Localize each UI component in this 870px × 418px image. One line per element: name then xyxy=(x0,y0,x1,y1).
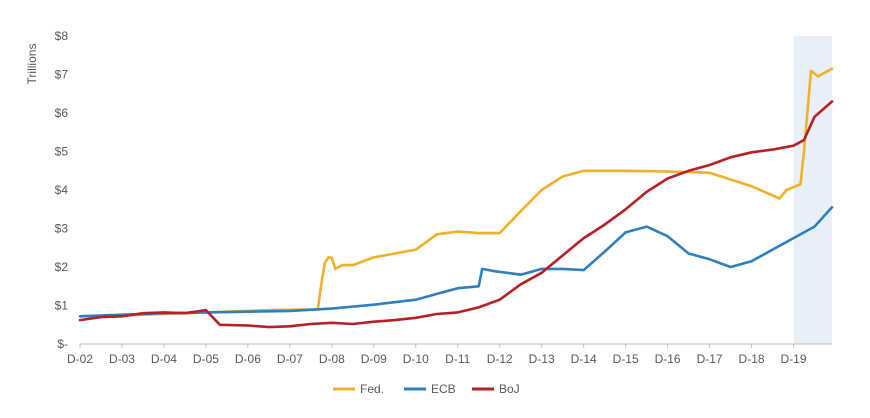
x-tick-label: D-07 xyxy=(277,352,303,366)
y-tick-label: $3 xyxy=(55,222,69,236)
series-line-boj xyxy=(78,100,834,329)
series-line-fed xyxy=(78,67,834,318)
y-tick-label: $2 xyxy=(55,260,69,274)
x-tick-label: D-13 xyxy=(529,352,555,366)
axis-layer: Trillions xyxy=(25,44,832,345)
y-axis-label: Trillions xyxy=(25,44,39,85)
legend-item: Fed. xyxy=(333,382,384,396)
y-tick-labels: $- $1 $2 $3 $4 $5 $6 $7 $8 xyxy=(55,29,69,351)
x-tick-label: D-02 xyxy=(67,352,93,366)
x-tick-label: D-12 xyxy=(487,352,513,366)
legend: Fed. ECB BoJ xyxy=(333,382,520,396)
x-tick-label: D-05 xyxy=(193,352,219,366)
series-lines xyxy=(78,67,834,329)
x-tick-label: D-17 xyxy=(697,352,723,366)
shaded-period-highlight xyxy=(793,36,832,344)
y-tick-label: $4 xyxy=(55,183,69,197)
legend-label: Fed. xyxy=(360,382,384,396)
x-tick-label: D-11 xyxy=(445,352,470,366)
series-line-ecb xyxy=(78,206,834,318)
x-tick-label: D-04 xyxy=(151,352,177,366)
y-tick-label: $7 xyxy=(55,68,69,82)
y-tick-label: $1 xyxy=(55,299,69,313)
legend-label: ECB xyxy=(431,382,456,396)
x-tick-label: D-06 xyxy=(235,352,261,366)
legend-label: BoJ xyxy=(499,382,520,396)
x-tick-label: D-18 xyxy=(739,352,765,366)
x-tick-label: D-08 xyxy=(319,352,345,366)
x-tick-label: D-09 xyxy=(361,352,387,366)
x-tick-label: D-16 xyxy=(655,352,681,366)
x-tick-label: D-14 xyxy=(571,352,597,366)
legend-item: ECB xyxy=(404,382,456,396)
y-tick-label: $8 xyxy=(55,29,69,43)
x-tick-label: D-03 xyxy=(109,352,135,366)
shaded-region-layer xyxy=(793,36,832,344)
x-tick-label: D-10 xyxy=(403,352,429,366)
x-tick-label: D-15 xyxy=(613,352,639,366)
y-tick-label: $5 xyxy=(55,145,69,159)
y-tick-label: $6 xyxy=(55,106,69,120)
legend-item: BoJ xyxy=(472,382,520,396)
x-tick-labels: D-02 D-03 D-04 D-05 D-06 D-07 D-08 D-09 D-10 D-11… xyxy=(67,344,807,366)
y-tick-label: $- xyxy=(57,337,68,351)
x-tick-label: D-19 xyxy=(781,352,807,366)
